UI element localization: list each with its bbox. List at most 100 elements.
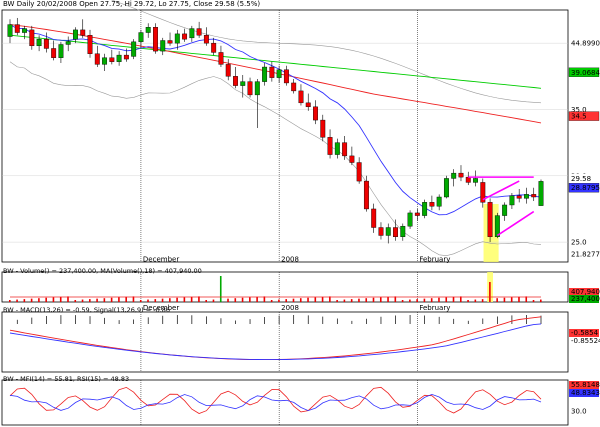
volume-bar (481, 299, 484, 302)
candle-body (58, 44, 64, 58)
candle-body (109, 57, 115, 62)
volume-bar (540, 299, 542, 302)
candle-body (102, 57, 108, 65)
candle-body (538, 181, 544, 206)
volume-bar (234, 298, 237, 302)
candle-body (203, 35, 209, 44)
candle-body (494, 215, 500, 238)
main-panel-frame (1, 9, 569, 263)
volume-bar (372, 297, 375, 302)
price-badge (568, 183, 600, 193)
candle-body (7, 24, 13, 37)
candle-body (145, 27, 151, 33)
macd-line (9, 316, 542, 361)
volume-label: BW - Volume() = 237,400.00, MA(Volume(),… (3, 267, 202, 275)
volume-bar (307, 297, 309, 302)
volume-bar (336, 300, 338, 302)
price-badge (569, 249, 599, 259)
candle-body (473, 178, 478, 183)
volume-bar (459, 296, 462, 302)
volume-bar (365, 298, 368, 302)
mfi-badge (569, 381, 599, 389)
volume-bar (169, 298, 171, 302)
candle-body (356, 162, 362, 182)
date-label-december: December (143, 256, 179, 264)
candle-body (225, 64, 231, 77)
volume-bar (241, 297, 244, 302)
candle-body (29, 29, 35, 47)
trendline-lower-channel (496, 210, 535, 237)
volume-bar (118, 297, 120, 302)
volume-bar (489, 282, 491, 302)
header-text: BW Daily 20/02/2008 Open 27.75, Hi 29.72… (3, 0, 261, 8)
volume-bar (81, 299, 84, 302)
volume-bar (438, 297, 440, 302)
candle-body (451, 172, 457, 179)
lower-band-line (9, 61, 542, 257)
price-badge-label: 28.8795 (571, 184, 600, 192)
volume-bar (212, 299, 215, 302)
volume-badge-ma-label: 407,940 (571, 288, 600, 296)
volume-bar (176, 297, 178, 302)
candle-body (298, 90, 304, 104)
candle-body (509, 195, 515, 206)
candle-body (94, 53, 100, 65)
upper-band-line (110, 0, 542, 104)
candle-body (371, 208, 377, 228)
volume-bar (358, 298, 360, 302)
volume-bar (299, 298, 302, 302)
date-label-macd-february: February (419, 304, 450, 312)
volume-bar (125, 296, 127, 302)
price-badge (569, 38, 599, 48)
candle-body (189, 28, 195, 39)
volume-bar (67, 296, 69, 302)
volume-bar (190, 296, 193, 302)
volume-bar (387, 296, 389, 302)
price-badge (568, 111, 600, 121)
volume-bar (154, 299, 157, 302)
candle-body (320, 119, 326, 138)
price-badge-label: 44.8990 (571, 40, 600, 48)
volume-bar (401, 300, 404, 302)
price-badge-label: 29.58 (571, 175, 591, 183)
macd-panel-frame (1, 311, 569, 373)
mfi-panel-frame (1, 379, 569, 426)
date-label-macd-2008: 2008 (281, 304, 299, 312)
candle-body (87, 35, 93, 54)
signal-badge-label: -0.85524 (571, 337, 600, 345)
volume-bar (379, 297, 382, 302)
volume-bar (139, 300, 142, 302)
price-badge (568, 67, 600, 77)
volume-bar (205, 300, 207, 302)
candle-body (349, 155, 355, 163)
volume-bar (525, 296, 528, 302)
mfi-badge-label: 55.8148 (571, 381, 600, 389)
volume-bar (416, 299, 418, 302)
rsi-badge-label: 48.8343 (571, 389, 600, 397)
candle-body (167, 40, 173, 44)
volume-bar (103, 298, 106, 302)
trendline-upper-channel (482, 180, 520, 201)
candle-body (436, 196, 442, 207)
candle-body (334, 142, 340, 155)
volume-bar (321, 296, 324, 302)
mfi-label: BW - MFI(14) = 55.81, RSI(15) = 48.83 (3, 375, 130, 383)
candle-body (487, 202, 493, 238)
candle-body (443, 178, 449, 198)
candle-body (211, 42, 217, 53)
volume-bar (96, 298, 98, 302)
candle-body (138, 32, 144, 43)
candle-body (174, 33, 180, 44)
volume-badge-vol-label: 237,400 (571, 295, 600, 303)
candle-body (51, 48, 57, 58)
volume-bar (219, 276, 222, 302)
volume-bar (161, 298, 164, 302)
volume-badge-vol (569, 295, 599, 303)
candle-body (363, 180, 369, 210)
volume-bar (423, 298, 426, 302)
volume-panel-frame (1, 271, 569, 303)
candle-body (400, 225, 406, 237)
volume-bar (74, 300, 77, 302)
candle-body (131, 41, 137, 57)
